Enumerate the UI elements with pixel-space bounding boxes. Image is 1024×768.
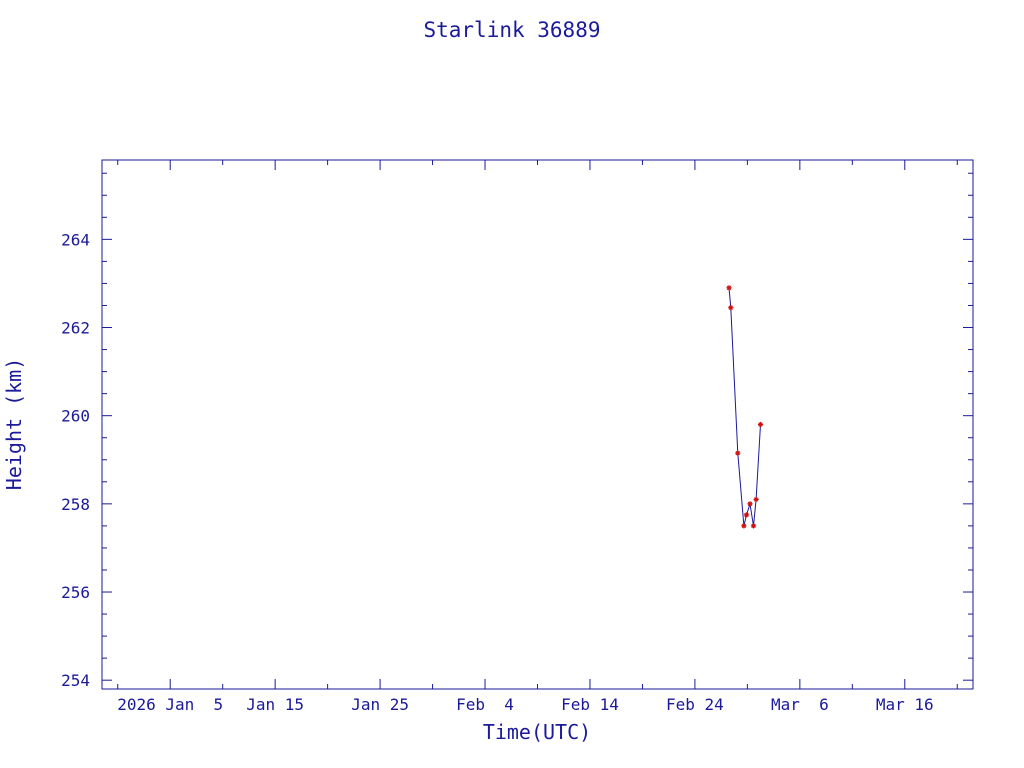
- y-tick-label: 254: [61, 671, 90, 690]
- plot-frame: [101, 159, 974, 690]
- x-tick-label: Jan 15: [246, 695, 304, 714]
- chart-title: Starlink 36889: [423, 18, 600, 42]
- x-tick-label: Feb 14: [561, 695, 619, 714]
- x-tick-label: Feb 24: [666, 695, 724, 714]
- x-axis-title: Time(UTC): [483, 720, 591, 744]
- y-axis-title: Height (km): [2, 358, 26, 490]
- x-tick-label: Feb 4: [456, 695, 514, 714]
- x-axis: 2026 Jan 5 Jan 15 Jan 25 Feb 4 Feb 14 Feb 24 M…: [117, 160, 958, 714]
- y-tick-label: 258: [61, 495, 90, 514]
- y-tick-label: 264: [61, 230, 90, 249]
- y-tick-label: 262: [61, 319, 90, 338]
- data-point: [753, 496, 759, 503]
- data-point: [726, 285, 732, 291]
- data-point: [741, 523, 747, 529]
- y-axis: 254 256 258 260 262 264: [61, 172, 973, 690]
- series: [726, 285, 764, 529]
- x-tick-label: Mar 16: [876, 695, 934, 714]
- y-tick-label: 260: [61, 407, 90, 426]
- data-point: [757, 421, 764, 428]
- x-tick-label: 2026 Jan 5: [117, 695, 223, 714]
- series-line: [728, 287, 761, 527]
- data-point: [735, 450, 741, 456]
- data-point: [750, 523, 757, 529]
- data-point: [728, 305, 734, 311]
- y-tick-label: 256: [61, 583, 90, 602]
- x-tick-label: Mar 6: [771, 695, 829, 714]
- data-point: [743, 512, 750, 518]
- data-point: [747, 501, 753, 507]
- x-tick-label: Jan 25: [351, 695, 409, 714]
